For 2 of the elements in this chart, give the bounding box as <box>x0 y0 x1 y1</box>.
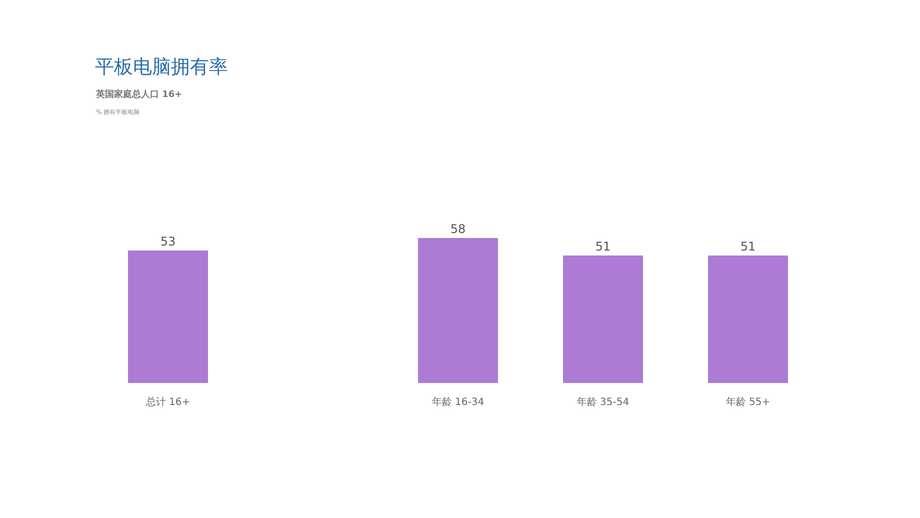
title: 平板电脑拥有率 <box>95 56 228 78</box>
subtitle: 英国家庭总人口 16+ <box>96 90 182 100</box>
